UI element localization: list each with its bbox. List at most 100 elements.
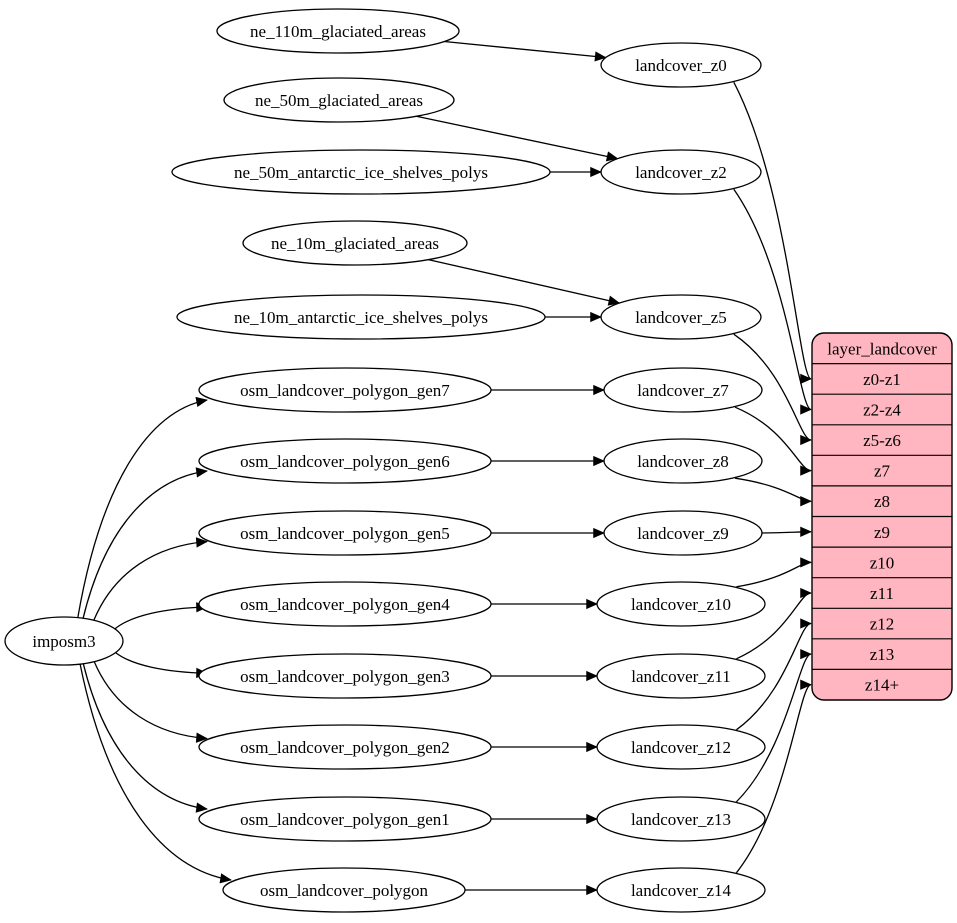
node-osm_landcover_polygon_gen5: osm_landcover_polygon_gen5 [198, 510, 492, 556]
record-row-9: z13 [870, 645, 895, 664]
node-osm_landcover_polygon_gen1: osm_landcover_polygon_gen1 [198, 796, 492, 842]
edge-imposm3-to-osm_landcover_polygon_gen7 [77, 396, 208, 618]
edge-imposm3-to-osm_landcover_polygon_gen3 [115, 652, 208, 679]
node-landcover_z5-label: landcover_z5 [635, 308, 727, 327]
node-osm_landcover_polygon_gen3-label: osm_landcover_polygon_gen3 [240, 667, 450, 686]
node-landcover_z7-shape [603, 367, 763, 413]
edge-imposm3-to-osm_landcover_polygon_gen1 [82, 663, 208, 813]
edge-imposm3-to-osm_landcover_polygon [79, 663, 232, 884]
record-row-3: z7 [874, 462, 891, 481]
edge-imposm3-to-osm_landcover_polygon_gen5 [93, 537, 208, 621]
node-osm_landcover_polygon-label: osm_landcover_polygon [260, 881, 429, 900]
node-landcover_z9-shape [603, 510, 763, 556]
node-osm_landcover_polygon_gen2-label: osm_landcover_polygon_gen2 [240, 738, 450, 757]
node-ne_10m_glaciated_areas: ne_10m_glaciated_areas [242, 220, 468, 266]
edge-imposm3-to-osm_landcover_polygon_gen6 [82, 467, 208, 619]
node-osm_landcover_polygon_gen4-shape [198, 581, 492, 627]
node-landcover_z8: landcover_z8 [603, 438, 763, 484]
node-landcover_z2: landcover_z2 [600, 149, 762, 195]
node-landcover_z14-label: landcover_z14 [631, 881, 732, 900]
node-landcover_z13: landcover_z13 [596, 796, 766, 842]
node-landcover_z0: landcover_z0 [600, 42, 762, 88]
edge-landcover_z10-to-layer_landcover [736, 557, 812, 588]
node-osm_landcover_polygon_gen7-shape [198, 367, 492, 413]
node-ne_50m_glaciated_areas-shape [223, 77, 455, 123]
node-landcover_z0-shape [600, 42, 762, 88]
node-landcover_z10-label: landcover_z10 [631, 595, 731, 614]
node-landcover_z11-label: landcover_z11 [631, 667, 730, 686]
edge-ne_10m_glaciated_areas-to-landcover_z5 [428, 258, 621, 306]
edge-imposm3-to-osm_landcover_polygon_gen4 [114, 602, 208, 630]
node-landcover_z7: landcover_z7 [603, 367, 763, 413]
node-osm_landcover_polygon_gen1-label: osm_landcover_polygon_gen1 [240, 810, 450, 829]
edges-layer [77, 40, 812, 896]
edge-imposm3-to-osm_landcover_polygon_gen2 [93, 661, 208, 743]
node-osm_landcover_polygon_gen6-shape [198, 438, 492, 484]
node-osm_landcover_polygon_gen5-shape [198, 510, 492, 556]
node-landcover_z5: landcover_z5 [600, 294, 762, 340]
edge-landcover_z14-to-layer_landcover [735, 679, 812, 874]
edge-ne_110m_glaciated_areas-to-landcover_z0 [444, 40, 607, 62]
record-row-6: z10 [870, 553, 895, 572]
node-osm_landcover_polygon: osm_landcover_polygon [222, 867, 466, 913]
node-ne_50m_glaciated_areas-label: ne_50m_glaciated_areas [255, 91, 423, 110]
node-landcover_z14-shape [596, 867, 766, 913]
node-landcover_z7-label: landcover_z7 [637, 381, 729, 400]
record-row-7: z11 [870, 584, 894, 603]
node-osm_landcover_polygon_gen5-label: osm_landcover_polygon_gen5 [240, 524, 450, 543]
node-osm_landcover_polygon_gen3: osm_landcover_polygon_gen3 [198, 653, 492, 699]
edge-landcover_z13-to-layer_landcover [735, 649, 812, 803]
node-imposm3-label: imposm3 [32, 632, 95, 651]
edge-landcover_z2-to-layer_landcover [733, 188, 812, 415]
edge-landcover_z5-to-layer_landcover [733, 333, 812, 446]
node-osm_landcover_polygon_gen7: osm_landcover_polygon_gen7 [198, 367, 492, 413]
record-row-8: z12 [870, 615, 895, 634]
node-landcover_z9-label: landcover_z9 [637, 524, 729, 543]
node-landcover_z8-shape [603, 438, 763, 484]
node-landcover_z12: landcover_z12 [596, 724, 766, 770]
node-landcover_z2-label: landcover_z2 [635, 163, 727, 182]
nodes-layer: ne_110m_glaciated_areas ne_50m_glaciated_… [4, 8, 766, 913]
node-osm_landcover_polygon_gen2: osm_landcover_polygon_gen2 [198, 724, 492, 770]
edge-landcover_z7-to-layer_landcover [734, 406, 812, 476]
node-ne_50m_antarctic_ice_shelves_polys: ne_50m_antarctic_ice_shelves_polys [171, 149, 551, 195]
node-ne_110m_glaciated_areas-label: ne_110m_glaciated_areas [250, 22, 426, 41]
node-landcover_z14: landcover_z14 [596, 867, 766, 913]
node-ne_110m_glaciated_areas-shape [216, 8, 460, 54]
node-landcover_z10-shape [596, 581, 766, 627]
node-osm_landcover_polygon_gen4: osm_landcover_polygon_gen4 [198, 581, 492, 627]
node-landcover_z2-shape [600, 149, 762, 195]
node-landcover_z0-label: landcover_z0 [635, 56, 727, 75]
record-row-0: z0-z1 [863, 370, 901, 389]
record-row-1: z2-z4 [863, 401, 901, 420]
node-ne_50m_glaciated_areas: ne_50m_glaciated_areas [223, 77, 455, 123]
node-osm_landcover_polygon_gen7-label: osm_landcover_polygon_gen7 [240, 381, 450, 400]
edge-landcover_z8-to-layer_landcover [735, 477, 812, 507]
node-osm_landcover_polygon_gen3-shape [198, 653, 492, 699]
node-landcover_z12-shape [596, 724, 766, 770]
node-ne_50m_antarctic_ice_shelves_polys-shape [171, 149, 551, 195]
node-landcover_z5-shape [600, 294, 762, 340]
node-osm_landcover_polygon-shape [222, 867, 466, 913]
node-ne_10m_antarctic_ice_shelves_polys: ne_10m_antarctic_ice_shelves_polys [176, 294, 546, 340]
node-ne_10m_glaciated_areas-label: ne_10m_glaciated_areas [271, 234, 439, 253]
node-ne_50m_antarctic_ice_shelves_polys-label: ne_50m_antarctic_ice_shelves_polys [234, 163, 488, 182]
record-row-2: z5-z6 [863, 431, 901, 450]
node-osm_landcover_polygon_gen4-label: osm_landcover_polygon_gen4 [240, 595, 450, 614]
node-osm_landcover_polygon_gen6: osm_landcover_polygon_gen6 [198, 438, 492, 484]
node-ne_10m_glaciated_areas-shape [242, 220, 468, 266]
node-landcover_z11-shape [596, 653, 766, 699]
node-landcover_z13-label: landcover_z13 [631, 810, 731, 829]
edge-landcover_z12-to-layer_landcover [736, 618, 812, 731]
edge-landcover_z11-to-layer_landcover [736, 587, 812, 660]
node-imposm3: imposm3 [4, 616, 124, 666]
record-row-4: z8 [874, 492, 890, 511]
node-landcover_z8-label: landcover_z8 [637, 452, 729, 471]
record-node-layer: layer_landcover z0-z1 z2-z4 z5-z6 z7 z8 z9 z10 z… [811, 332, 953, 701]
node-ne_110m_glaciated_areas: ne_110m_glaciated_areas [216, 8, 460, 54]
node-imposm3-shape [4, 616, 124, 666]
node-landcover_z9: landcover_z9 [603, 510, 763, 556]
node-landcover_z11: landcover_z11 [596, 653, 766, 699]
